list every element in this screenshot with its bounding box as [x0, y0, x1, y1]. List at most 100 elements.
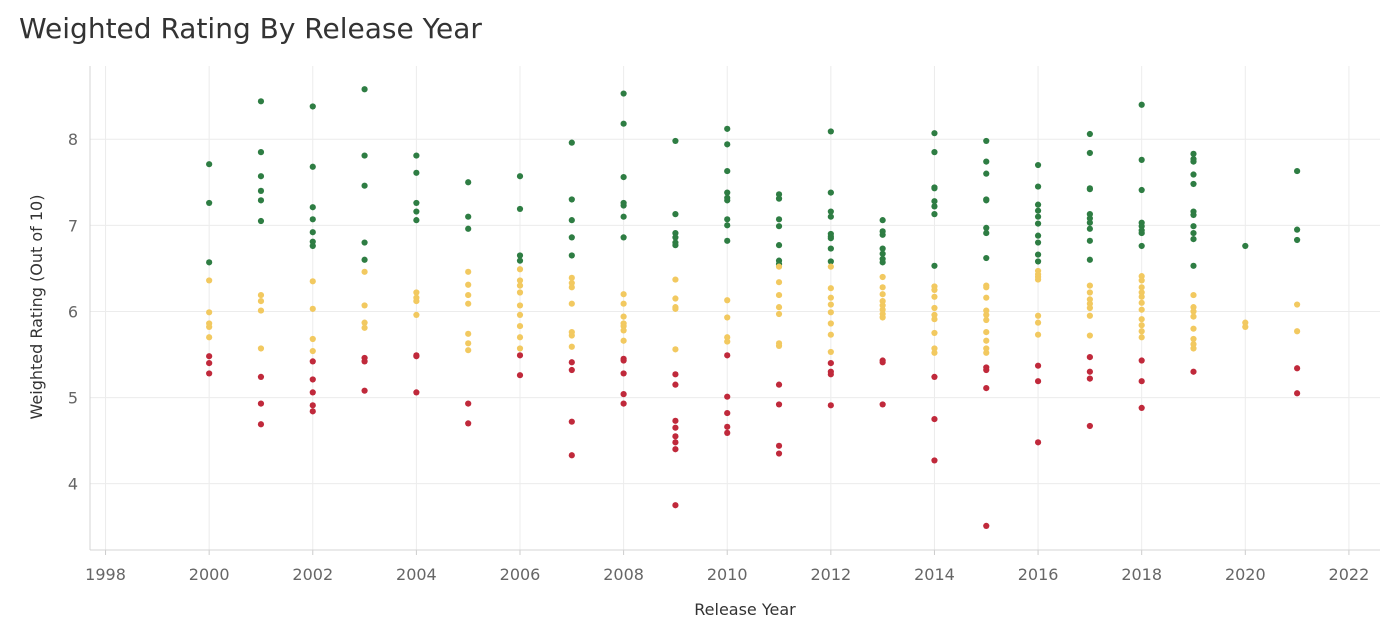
data-point [983, 284, 990, 291]
data-point [568, 234, 575, 241]
data-point [257, 98, 265, 105]
data-point [1034, 183, 1042, 190]
data-point [206, 334, 213, 341]
data-point [931, 316, 938, 323]
data-point [1086, 211, 1093, 218]
data-point [672, 446, 679, 453]
data-point [1034, 207, 1042, 214]
data-point [983, 337, 990, 344]
data-point [931, 329, 938, 337]
y-tick-labels: 4 5 6 7 8 [68, 130, 78, 493]
data-point [206, 199, 213, 207]
data-point [672, 417, 679, 424]
data-point [724, 338, 731, 345]
data-point [309, 278, 316, 285]
data-point [827, 263, 834, 270]
x-tick-label: 2020 [1225, 565, 1266, 584]
data-point [827, 309, 834, 316]
data-point [568, 196, 575, 203]
data-point [983, 349, 990, 356]
data-point [1138, 316, 1145, 323]
data-point [620, 173, 627, 181]
data-point [775, 242, 783, 249]
data-point [309, 389, 316, 396]
data-point [672, 305, 679, 312]
data-point [568, 300, 575, 307]
data-point [672, 137, 679, 145]
y-tick-label: 5 [68, 389, 78, 408]
data-point [827, 128, 834, 135]
data-point [1086, 296, 1093, 303]
data-point [206, 370, 213, 377]
data-point [879, 314, 886, 321]
data-point [672, 424, 679, 431]
data-point [1034, 362, 1042, 369]
data-point [1190, 180, 1197, 188]
data-point [516, 205, 524, 213]
data-point [206, 323, 213, 331]
data-point [1138, 378, 1145, 385]
data-point [361, 182, 368, 189]
data-point [983, 224, 990, 232]
data-point [827, 348, 834, 356]
data-point [309, 376, 316, 383]
data-point [931, 185, 938, 192]
y-tick-label: 7 [68, 216, 78, 235]
data-point [413, 289, 420, 296]
data-point [361, 319, 368, 326]
data-point [931, 349, 938, 356]
data-point [1138, 273, 1145, 280]
data-point [1190, 345, 1197, 352]
data-point [361, 268, 368, 275]
data-point [1034, 439, 1042, 446]
data-point [620, 291, 627, 298]
data-point [931, 211, 938, 218]
x-axis-title: Release Year [694, 600, 796, 619]
data-point [568, 418, 575, 425]
data-point [775, 223, 783, 230]
data-point [672, 276, 679, 283]
x-tick-label: 2014 [914, 565, 955, 584]
x-tick-label: 2000 [189, 565, 230, 584]
data-point [879, 250, 886, 257]
data-point [1086, 353, 1093, 361]
data-point [361, 387, 368, 394]
data-point [568, 332, 575, 339]
data-point [257, 298, 265, 305]
data-point [931, 415, 938, 423]
data-point [983, 311, 990, 318]
data-point [1190, 313, 1197, 320]
axes [89, 66, 1380, 555]
data-point [724, 409, 731, 417]
data-point [983, 345, 990, 352]
data-point [257, 197, 265, 204]
data-point [620, 337, 627, 344]
data-point [1086, 130, 1093, 138]
data-point [413, 217, 420, 224]
data-point [775, 191, 783, 198]
data-point [465, 225, 472, 232]
data-point [724, 125, 731, 132]
data-point [309, 229, 316, 236]
data-point [620, 357, 627, 364]
data-point [465, 213, 472, 220]
data-point [206, 259, 213, 266]
data-point [620, 213, 627, 220]
data-point [1034, 251, 1042, 258]
data-point [827, 258, 834, 265]
data-point [1294, 328, 1301, 335]
data-point [309, 335, 316, 343]
data-point [620, 370, 627, 377]
data-point [931, 198, 938, 205]
data-point [1138, 284, 1145, 291]
data-point [309, 305, 316, 312]
data-point [309, 242, 316, 250]
data-point [1138, 293, 1145, 300]
x-tick-label: 2006 [500, 565, 541, 584]
data-point [413, 199, 420, 207]
data-point [775, 442, 783, 449]
data-point [775, 342, 783, 349]
data-point [257, 149, 265, 156]
data-point [309, 163, 316, 170]
data-point [206, 309, 213, 316]
